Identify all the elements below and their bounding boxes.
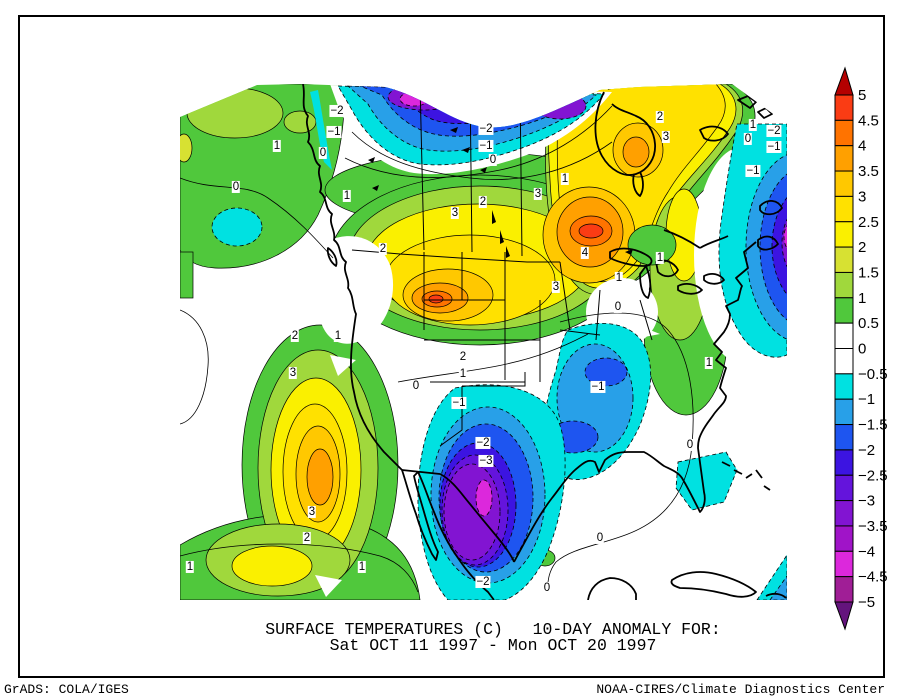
colorbar-svg: 5 4.5 4 3.5 3 2.5 2 1.5 1 0.5 0 −0.5 −1 −1.5 −2 −2.5 −3 −… [834, 66, 888, 631]
colorbar-tick-label: 3 [858, 188, 866, 205]
colorbar-tick-label: 0 [858, 341, 866, 358]
vancouver-island [326, 247, 338, 267]
texas-cold-region [417, 384, 566, 600]
colorbar-tick-label: −4 [858, 543, 875, 560]
newfoundland-coast [759, 200, 783, 216]
colorbar-segment [834, 94, 854, 121]
gulf-atlantic-coastline [513, 241, 757, 563]
colorbar-segment [834, 170, 854, 197]
colorbar-segment [834, 500, 854, 527]
colorbar-tick-label: 4.5 [858, 112, 879, 129]
colorbar-tick-label: 5 [858, 87, 866, 104]
colorbar-tick-label: −3.5 [858, 518, 888, 535]
open-contour-lines [180, 105, 694, 593]
colorbar-tick-label: −1.5 [858, 417, 888, 434]
colorbar-tick-label: 1.5 [858, 264, 879, 281]
colorbar-segment [834, 525, 854, 552]
rio-grande-border [401, 469, 515, 563]
minnesota-hot-core [578, 223, 604, 239]
colorbar-tick-label: 4 [858, 138, 866, 155]
colorbar-arrow-bottom [834, 601, 854, 631]
colorbar-segment [834, 424, 854, 451]
colorbar-segment [834, 221, 854, 248]
colorbar-segment [834, 474, 854, 502]
colorbar-tick-label: −0.5 [858, 366, 888, 383]
plot-subtitle: Sat OCT 11 1997 - Mon OCT 20 1997 [329, 636, 657, 655]
colorbar-segment [834, 398, 854, 426]
colorbar-arrow-top [834, 66, 854, 96]
texas-cold-core [475, 479, 493, 517]
colorbar-segment [834, 348, 854, 375]
yucatan-coast [587, 577, 637, 600]
noaa-credit: NOAA-CIRES/Climate Diagnostics Center [596, 682, 885, 697]
colorbar-segment [834, 322, 854, 349]
colorbar-segment [834, 145, 854, 172]
lake-michigan [639, 265, 652, 299]
james-bay-coast [632, 171, 644, 197]
colorbar-segment [834, 195, 854, 223]
lake-ontario [703, 273, 725, 285]
hudson-bay-coast [594, 91, 656, 176]
lake-superior [609, 247, 653, 267]
colorbar-tick-label: 1 [858, 290, 866, 307]
bahamas-dashes [721, 461, 771, 491]
colorbar-tick-label: −2 [858, 442, 875, 459]
colorbar-tick-label: −5 [858, 594, 875, 611]
lake-erie [677, 283, 703, 295]
colorbar-segment [834, 246, 854, 273]
nova-scotia-coast [757, 235, 779, 251]
colorbar-segment [834, 373, 854, 400]
colorbar-segment [834, 550, 854, 578]
colorbar: 5 4.5 4 3.5 3 2.5 2 1.5 1 0.5 0 −0.5 −1 −1.5 −2 −2.5 −3 −… [833, 66, 893, 649]
colorbar-tick-label: −4.5 [858, 569, 888, 586]
colorbar-tick-label: 2 [858, 239, 866, 256]
colorbar-segment [834, 271, 854, 299]
st-lawrence [663, 229, 729, 249]
pacific-coastline [302, 84, 495, 600]
colorbar-segment [834, 297, 854, 324]
california-warm-rings [205, 349, 379, 597]
colorbar-segment [834, 576, 854, 603]
grads-credit: GrADS: COLA/IGES [4, 682, 129, 697]
colorbar-tick-label: 2.5 [858, 214, 879, 231]
colorbar-tick-label: 0.5 [858, 315, 879, 332]
atlantic-cold-region [718, 123, 787, 600]
colorbar-tick-label: −3 [858, 493, 875, 510]
plot-title: SURFACE TEMPERATURES (C) 10-DAY ANOMALY … [265, 620, 721, 639]
plot-border-frame [18, 15, 885, 678]
colorbar-tick-label: −2.5 [858, 467, 888, 484]
colorbar-tick-label: 3.5 [858, 163, 879, 180]
colorbar-segment [834, 119, 854, 147]
map-fill-layers [180, 84, 787, 600]
colorbar-segment [834, 449, 854, 476]
colorbar-tick-label: −1 [858, 391, 875, 408]
hispaniola-coast [765, 592, 787, 599]
cuba-coast [670, 571, 757, 598]
